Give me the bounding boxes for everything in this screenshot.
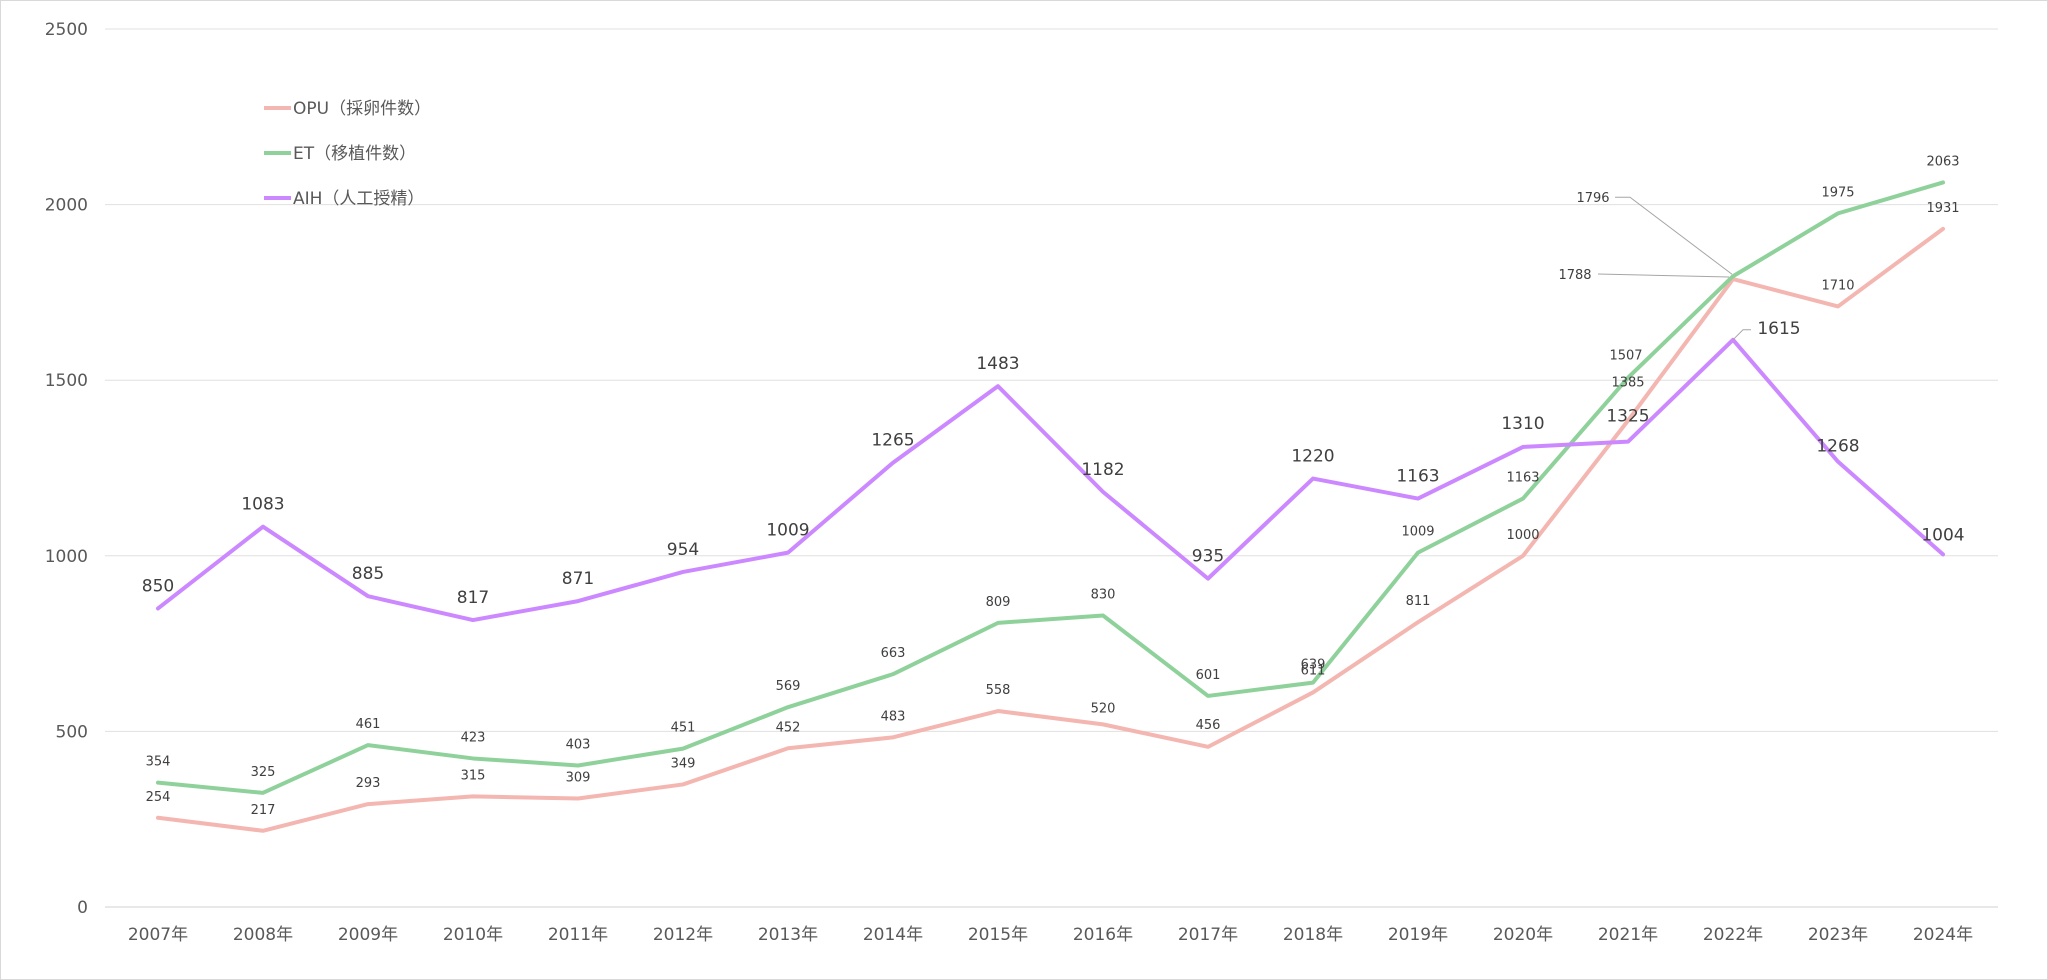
x-tick-label: 2015年 (968, 925, 1028, 945)
data-label-opu: 1385 (1611, 376, 1644, 391)
data-label-aih: 850 (142, 576, 174, 596)
leader-line (1615, 196, 1733, 275)
data-labels: 254 217 293 315 309 349 452 483 558 520 456 611 811 1… (142, 154, 1965, 817)
leader-line (1597, 273, 1730, 278)
data-label-opu: 558 (986, 683, 1011, 698)
legend-label: ET（移植件数） (293, 144, 416, 164)
data-label-et: 1796 (1576, 191, 1609, 206)
legend-label: OPU（採卵件数） (293, 99, 431, 119)
data-label-aih: 1182 (1081, 460, 1124, 480)
data-label-et: 403 (566, 737, 591, 752)
data-label-opu: 217 (251, 803, 276, 818)
data-label-aih: 817 (457, 588, 489, 608)
x-tick-label: 2024年 (1913, 925, 1973, 945)
data-label-et: 1009 (1401, 525, 1434, 540)
x-tick-label: 2011年 (548, 925, 608, 945)
data-label-et: 569 (776, 679, 801, 694)
data-label-aih: 1163 (1396, 467, 1439, 487)
series-line-opu (156, 226, 1945, 833)
series-line-et (156, 180, 1945, 795)
x-tick-label: 2014年 (863, 925, 923, 945)
data-label-opu: 1710 (1821, 278, 1854, 293)
data-label-opu: 309 (566, 770, 591, 785)
x-tick-label: 2019年 (1388, 925, 1448, 945)
data-label-et: 423 (461, 730, 486, 745)
data-label-et: 354 (146, 755, 171, 770)
legend-item-aih: AIH（人工授精） (264, 189, 424, 209)
data-label-aih: 885 (352, 564, 384, 584)
legend-item-et: ET（移植件数） (264, 144, 416, 164)
x-tick-label: 2018年 (1283, 925, 1343, 945)
data-label-et: 2063 (1926, 154, 1959, 169)
x-tick-label: 2022年 (1703, 925, 1763, 945)
data-label-opu: 520 (1091, 701, 1116, 716)
y-tick-label: 2000 (45, 196, 88, 216)
y-tick-label: 0 (77, 898, 88, 918)
data-label-opu: 1000 (1506, 528, 1539, 543)
data-label-et: 1975 (1821, 185, 1854, 200)
data-label-opu: 254 (146, 790, 171, 805)
data-label-et: 601 (1196, 668, 1221, 683)
series-line-aih (156, 337, 1945, 623)
x-tick-label: 2007年 (128, 925, 188, 945)
legend-item-opu: OPU（採卵件数） (264, 99, 431, 119)
data-label-aih: 1009 (766, 521, 809, 541)
x-tick-label: 2010年 (443, 925, 503, 945)
x-tick-label: 2012年 (653, 925, 713, 945)
data-label-aih: 871 (562, 569, 594, 589)
data-label-opu: 811 (1406, 594, 1431, 609)
data-label-et: 461 (356, 717, 381, 732)
x-tick-label: 2016年 (1073, 925, 1133, 945)
series-lines (156, 180, 1945, 833)
data-label-et: 1163 (1506, 471, 1539, 486)
data-label-opu: 611 (1301, 663, 1326, 678)
y-axis: 0 500 1000 1500 2000 2500 (45, 20, 88, 918)
data-label-opu: 456 (1196, 718, 1221, 733)
data-label-opu: 483 (881, 709, 906, 724)
x-tick-label: 2008年 (233, 925, 293, 945)
x-tick-label: 2009年 (338, 925, 398, 945)
x-tick-label: 2013年 (758, 925, 818, 945)
data-label-opu: 1788 (1558, 268, 1591, 283)
grid-lines (105, 28, 1998, 908)
y-tick-label: 500 (56, 722, 88, 742)
data-label-et: 830 (1091, 588, 1116, 603)
data-label-aih: 954 (667, 540, 699, 560)
data-label-opu: 452 (776, 720, 801, 735)
data-label-aih: 1220 (1291, 447, 1334, 467)
data-label-aih: 1265 (871, 431, 914, 451)
data-label-et: 663 (881, 646, 906, 661)
leader-line (1732, 329, 1751, 341)
data-label-aih: 1004 (1921, 525, 1964, 545)
data-label-et: 325 (251, 765, 276, 780)
data-label-aih: 935 (1192, 547, 1224, 567)
x-axis: 2007年 2008年 2009年 2010年 2011年 2012年 2013年 2014年… (128, 925, 1973, 945)
data-label-opu: 293 (356, 776, 381, 791)
x-tick-label: 2020年 (1493, 925, 1553, 945)
y-tick-label: 1000 (45, 547, 88, 567)
data-label-et: 451 (671, 721, 696, 736)
x-tick-label: 2021年 (1598, 925, 1658, 945)
data-label-aih: 1325 (1606, 407, 1649, 427)
x-tick-label: 2017年 (1178, 925, 1238, 945)
data-label-aih: 1310 (1501, 414, 1544, 434)
data-label-et: 809 (986, 595, 1011, 610)
data-label-opu: 349 (671, 756, 696, 771)
y-tick-label: 1500 (45, 371, 88, 391)
legend-label: AIH（人工授精） (293, 189, 424, 209)
x-tick-label: 2023年 (1808, 925, 1868, 945)
legend: OPU（採卵件数） ET（移植件数） AIH（人工授精） (264, 99, 431, 209)
data-label-et: 1507 (1609, 349, 1642, 364)
data-label-aih: 1483 (976, 354, 1019, 374)
leader-lines (1597, 196, 1751, 341)
data-label-opu: 1931 (1926, 201, 1959, 216)
data-label-opu: 315 (461, 768, 486, 783)
data-label-aih: 1083 (241, 495, 284, 515)
y-tick-label: 2500 (45, 20, 88, 40)
data-label-aih: 1268 (1816, 437, 1859, 457)
data-label-et: 639 (1301, 658, 1326, 673)
data-label-aih: 1615 (1757, 319, 1800, 339)
